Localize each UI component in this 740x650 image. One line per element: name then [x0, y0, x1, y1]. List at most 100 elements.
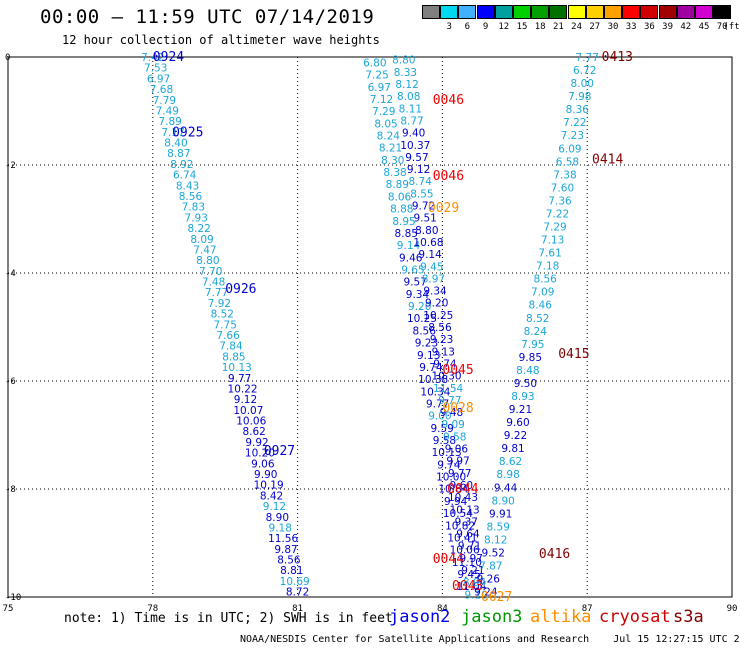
wave-height-value: 10.19 — [254, 480, 284, 492]
wave-height-value: 10.69 — [280, 576, 310, 588]
color-scale-swatch — [549, 5, 568, 19]
wave-height-value: 9.97 — [460, 553, 483, 565]
color-scale-swatch — [695, 5, 713, 19]
wave-height-value: 8.30 — [381, 155, 404, 167]
wave-height-value: 7.89 — [158, 116, 181, 128]
wave-height-value: 8.05 — [374, 118, 397, 130]
wave-height-value: 10.25 — [423, 310, 453, 322]
pass-label: 0416 — [539, 547, 570, 562]
color-scale-label: 45 — [698, 22, 710, 32]
wave-height-value: 9.06 — [445, 444, 469, 456]
satellite-legend-altika: altika — [530, 607, 592, 627]
wave-height-value: 9.13 — [432, 346, 455, 358]
color-scale-swatch — [604, 5, 622, 19]
wave-height-value: 7.66 — [216, 330, 240, 342]
wave-height-value: 9.91 — [489, 508, 512, 520]
color-scale-swatch — [567, 5, 586, 19]
wave-height-value: 9.22 — [504, 430, 527, 442]
pass-label: 0924 — [153, 50, 184, 65]
wave-height-value: 6.97 — [368, 82, 391, 94]
pass-label: 0046 — [433, 169, 464, 184]
x-tick-label: 84 — [437, 604, 448, 614]
color-scale-label: 15 — [516, 22, 528, 32]
color-scale-swatch — [513, 5, 531, 19]
chart-subtitle: 12 hour collection of altimeter wave hei… — [62, 33, 380, 47]
wave-height-value: 9.26 — [477, 574, 501, 586]
wave-height-value: 7.77 — [576, 52, 599, 64]
x-tick-label: 90 — [727, 604, 738, 614]
wave-height-value: 8.55 — [410, 188, 433, 200]
wave-height-value: 9.46 — [399, 252, 423, 264]
wave-height-value: 6.97 — [147, 73, 170, 85]
wave-height-value: 7.98 — [568, 91, 591, 103]
wave-height-value: 9.65 — [401, 264, 424, 276]
generated-timestamp: Jul 15 12:27:15 UTC 2019 — [613, 634, 740, 645]
color-scale-swatch — [585, 5, 604, 19]
wave-height-value: 7.48 — [202, 277, 225, 289]
wave-height-value: 10.37 — [400, 140, 430, 152]
wave-height-value: 9.74 — [437, 459, 461, 471]
wave-height-value: 9.87 — [274, 544, 297, 556]
wave-height-value: 9.74 — [433, 358, 457, 370]
pass-label: 0413 — [602, 50, 633, 65]
satellite-legend-s3a: s3a — [673, 607, 704, 627]
pass-label: 0044 — [433, 552, 464, 567]
wave-height-value: 8.24 — [377, 130, 401, 142]
wave-height-value: 7.17 — [161, 127, 184, 139]
wave-height-value: 8.21 — [379, 143, 402, 155]
wave-height-value: 9.57 — [405, 152, 428, 164]
credit-line: NOAA/NESDIS Center for Satellite Applica… — [240, 634, 740, 645]
wave-height-value: 7.38 — [553, 169, 576, 181]
color-scale-swatch — [622, 5, 641, 19]
x-tick-label: 87 — [582, 604, 593, 614]
wave-height-value: 8.72 — [286, 587, 309, 599]
wave-height-value: 10.07 — [233, 405, 263, 417]
satellite-legend-jason3: jason3 — [461, 607, 523, 627]
wave-height-value: 9.45 — [457, 569, 480, 581]
wave-height-value: 8.00 — [571, 78, 594, 90]
color-scale-label: 27 — [589, 22, 601, 32]
color-scale-swatch — [458, 5, 477, 19]
wave-height-value: 9.52 — [482, 547, 505, 559]
wave-height-value: 7.18 — [536, 261, 559, 273]
wave-height-value: 8.11 — [399, 103, 422, 115]
wave-height-value: 9.09 — [441, 419, 464, 431]
credit-text: NOAA/NESDIS Center for Satellite Applica… — [240, 634, 590, 645]
wave-height-value: 10.13 — [450, 504, 480, 516]
wave-height-value: 6.09 — [558, 143, 581, 155]
color-scale-swatch — [440, 5, 459, 19]
wave-height-value: 7.61 — [538, 248, 561, 260]
wave-height-value: 10.25 — [407, 313, 437, 325]
wave-height-value: 9.12 — [234, 394, 257, 406]
wave-height-value: 10.13 — [432, 447, 462, 459]
y-tick-label: -2 — [5, 161, 16, 171]
wave-height-value: 8.80 — [415, 225, 438, 237]
wave-height-value: 9.50 — [514, 378, 537, 390]
wave-height-value: 8.85 — [395, 228, 418, 240]
wave-height-value: 8.38 — [383, 167, 406, 179]
wave-height-value: 8.80 — [196, 255, 219, 267]
wave-height-value: 7.77 — [205, 287, 228, 299]
wave-height-value: 9.58 — [433, 435, 456, 447]
wave-height-value: 9.24 — [474, 587, 498, 599]
wave-height-value: 11.10 — [452, 557, 482, 569]
satellite-legend-cryosat: cryosat — [599, 607, 671, 627]
wave-height-value: 9.81 — [501, 443, 524, 455]
color-scale-unit: (ft) — [723, 22, 740, 32]
wave-height-value: 8.90 — [266, 512, 289, 524]
wave-height-value: 10.82 — [445, 520, 475, 532]
wave-height-value: 8.43 — [176, 180, 199, 192]
wave-height-value: 8.89 — [386, 179, 409, 191]
wave-height-value: 10.00 — [436, 472, 466, 484]
wave-height-value: 8.94 — [463, 577, 487, 589]
pass-label: 0925 — [172, 126, 203, 141]
wave-height-value: 10.22 — [228, 383, 258, 395]
wave-height-value: 9.51 — [413, 213, 436, 225]
wave-height-value: 10.34 — [420, 386, 450, 398]
color-scale-label: 33 — [625, 22, 637, 32]
x-tick-label: 81 — [292, 604, 303, 614]
color-scale-label: 6 — [464, 22, 471, 32]
wave-height-value: 8.08 — [397, 91, 420, 103]
wave-height-value: 9.23 — [430, 334, 453, 346]
wave-height-value: 9.72 — [412, 201, 435, 213]
